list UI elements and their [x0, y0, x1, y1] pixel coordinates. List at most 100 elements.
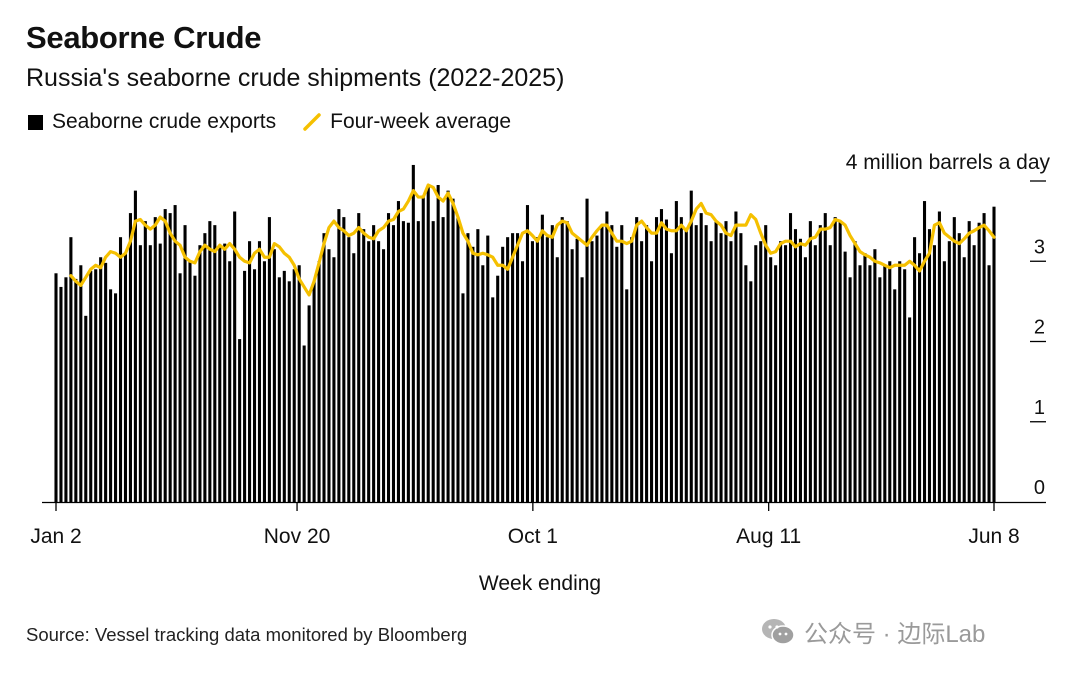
bar	[987, 265, 991, 502]
bar	[858, 265, 862, 502]
bar	[674, 201, 678, 502]
bar	[575, 238, 579, 502]
bar	[382, 249, 386, 502]
bar	[828, 245, 832, 502]
y-tick-label: 1	[1034, 397, 1045, 419]
line-layer	[69, 183, 996, 297]
bar	[570, 249, 574, 502]
bar	[704, 225, 708, 502]
bar	[922, 201, 927, 502]
bar	[54, 273, 58, 502]
bar	[491, 297, 495, 502]
bar	[272, 249, 276, 502]
bar	[590, 241, 594, 502]
bar	[516, 233, 520, 502]
bar	[868, 265, 872, 502]
bar	[89, 270, 93, 502]
bar	[729, 241, 733, 502]
bar	[605, 211, 609, 502]
bar	[203, 233, 207, 502]
bar	[927, 229, 932, 502]
bar	[352, 253, 356, 502]
bar	[724, 221, 728, 503]
bar	[659, 209, 664, 502]
bar	[386, 213, 391, 502]
bar	[853, 241, 857, 502]
bar	[550, 225, 554, 502]
bar	[650, 261, 654, 502]
bar	[426, 185, 430, 502]
watermark-text: 公众号 · 边际Lab	[804, 621, 986, 648]
bar	[769, 257, 773, 502]
bar	[972, 245, 976, 502]
bar	[476, 229, 480, 502]
legend-line-label: Four-week average	[330, 110, 512, 133]
bar	[312, 281, 316, 502]
bar	[709, 241, 713, 502]
bar	[898, 261, 902, 502]
bar	[798, 238, 802, 502]
bar	[133, 190, 137, 502]
bar	[421, 195, 425, 502]
bar	[957, 233, 961, 502]
bar	[441, 217, 445, 503]
bar	[560, 217, 564, 503]
bar	[208, 221, 212, 503]
bar	[233, 211, 237, 502]
bar	[104, 262, 108, 502]
bar	[332, 257, 336, 502]
bar	[843, 251, 847, 502]
bar	[193, 275, 197, 502]
bar	[109, 289, 113, 502]
bar	[307, 305, 311, 502]
bar	[377, 241, 381, 502]
bar	[158, 243, 162, 502]
chart-title: Seaborne Crude	[26, 20, 262, 55]
bar	[99, 257, 103, 502]
bar	[347, 237, 351, 502]
bar	[79, 265, 83, 502]
bar	[401, 221, 405, 503]
bar	[406, 222, 410, 503]
bar	[848, 277, 852, 502]
wechat-icon	[762, 618, 795, 645]
bar	[163, 209, 167, 502]
bar	[918, 253, 922, 502]
y-tick-label: 3	[1034, 236, 1045, 258]
bar	[228, 261, 232, 502]
bar	[446, 190, 450, 502]
bar	[501, 246, 505, 502]
bar	[431, 221, 435, 503]
bar	[451, 198, 455, 502]
bar	[813, 245, 817, 502]
bar	[774, 265, 778, 502]
bar	[302, 345, 306, 502]
bar	[679, 217, 683, 503]
bar	[937, 211, 941, 502]
bar	[744, 265, 748, 502]
bar	[367, 241, 371, 502]
bar	[788, 213, 793, 502]
bar	[635, 217, 639, 503]
bar	[893, 289, 897, 502]
axis-layer: 0 1 2 3 4 million barrels a day Jan 2 Nov 20 Oc…	[30, 151, 1050, 595]
bar	[337, 209, 341, 502]
bar	[94, 269, 98, 502]
bar	[481, 265, 485, 502]
x-tick-label: Nov 20	[264, 525, 331, 548]
bar	[138, 245, 142, 502]
bar	[664, 219, 668, 502]
x-axis-title: Week ending	[479, 572, 601, 595]
bar	[734, 211, 738, 502]
source-note: Source: Vessel tracking data monitored b…	[26, 624, 468, 645]
bar	[699, 213, 703, 502]
bar	[287, 281, 291, 502]
bar	[878, 277, 882, 502]
bar	[64, 277, 68, 502]
bar	[267, 217, 271, 503]
bar	[784, 245, 788, 502]
bar	[471, 246, 475, 502]
bar	[625, 289, 629, 502]
bar	[585, 198, 589, 502]
bar	[684, 230, 688, 502]
